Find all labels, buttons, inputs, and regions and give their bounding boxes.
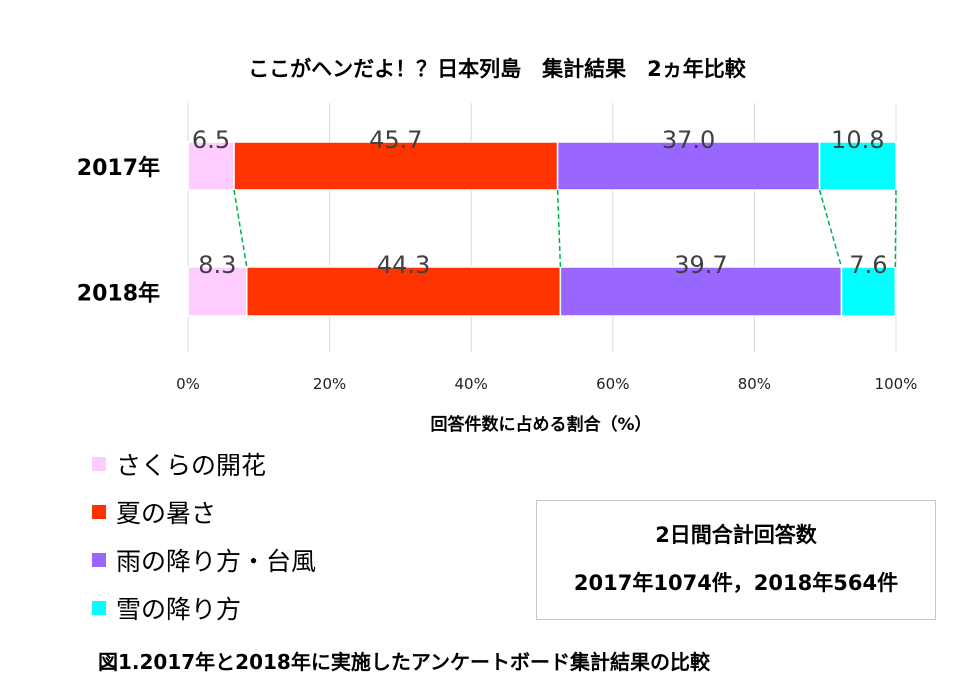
x-tick-label: 0%: [176, 375, 200, 393]
data-label: 37.0: [662, 126, 715, 154]
stacked-bar-chart: ここがヘンだよ！？日本列島 集計結果 2ヵ年比較 6.5 45.7 37.0 10.8…: [77, 57, 918, 435]
x-tick-label: 40%: [455, 375, 488, 393]
series-connector-line: [233, 189, 248, 268]
bar-segment: [818, 141, 897, 191]
bar-segment: [246, 266, 562, 317]
legend-label: 夏の暑さ: [116, 499, 217, 528]
data-label: 44.3: [377, 251, 430, 279]
bar-segment: [559, 266, 843, 317]
legend-swatch: [92, 601, 106, 615]
y-category-label: 2017年: [77, 155, 160, 181]
data-label: 8.3: [198, 251, 236, 279]
legend-label: 雨の降り方・台風: [116, 547, 317, 576]
bar-segment: [187, 266, 248, 317]
total-responses-box: 2日間合計回答数 2017年1074件，2018年564件: [536, 500, 936, 620]
legend-swatch: [92, 553, 106, 567]
legend-item: 雪の降り方: [92, 584, 316, 632]
x-tick-label: 80%: [738, 375, 771, 393]
series-connector-line: [894, 189, 897, 268]
y-category-label: 2018年: [77, 281, 160, 307]
legend-item: さくらの開花: [92, 440, 316, 488]
note-title: 2日間合計回答数: [655, 523, 817, 547]
legend-item: 夏の暑さ: [92, 488, 316, 536]
data-label: 45.7: [369, 126, 422, 154]
data-label: 6.5: [192, 126, 230, 154]
series-connector-line: [556, 189, 562, 268]
legend-item: 雨の降り方・台風: [92, 536, 316, 584]
legend-swatch: [92, 505, 106, 519]
x-tick-label: 20%: [313, 375, 346, 393]
note-counts: 2017年1074件，2018年564件: [573, 571, 899, 595]
bar-segment: [840, 266, 897, 317]
data-label: 7.6: [849, 251, 887, 279]
legend: さくらの開花 夏の暑さ雨の降り方・台風 雪の降り方: [92, 440, 316, 632]
legend-label: さくらの開花: [116, 451, 267, 480]
x-axis-label: 回答件数に占める割合（%）: [430, 414, 651, 435]
legend-swatch: [92, 457, 106, 471]
bar-segment: [187, 141, 235, 191]
series-connector-line: [818, 189, 843, 268]
data-label: 39.7: [674, 251, 727, 279]
data-label: 10.8: [831, 126, 884, 154]
x-tick-label: 100%: [875, 375, 918, 393]
figure-caption: 図1.2017年と2018年に実施したアンケートボード集計結果の比較: [98, 650, 711, 674]
chart-title: ここがヘンだよ！？日本列島 集計結果 2ヵ年比較: [248, 57, 747, 81]
x-tick-label: 60%: [596, 375, 629, 393]
legend-label: 雪の降り方: [116, 595, 242, 624]
